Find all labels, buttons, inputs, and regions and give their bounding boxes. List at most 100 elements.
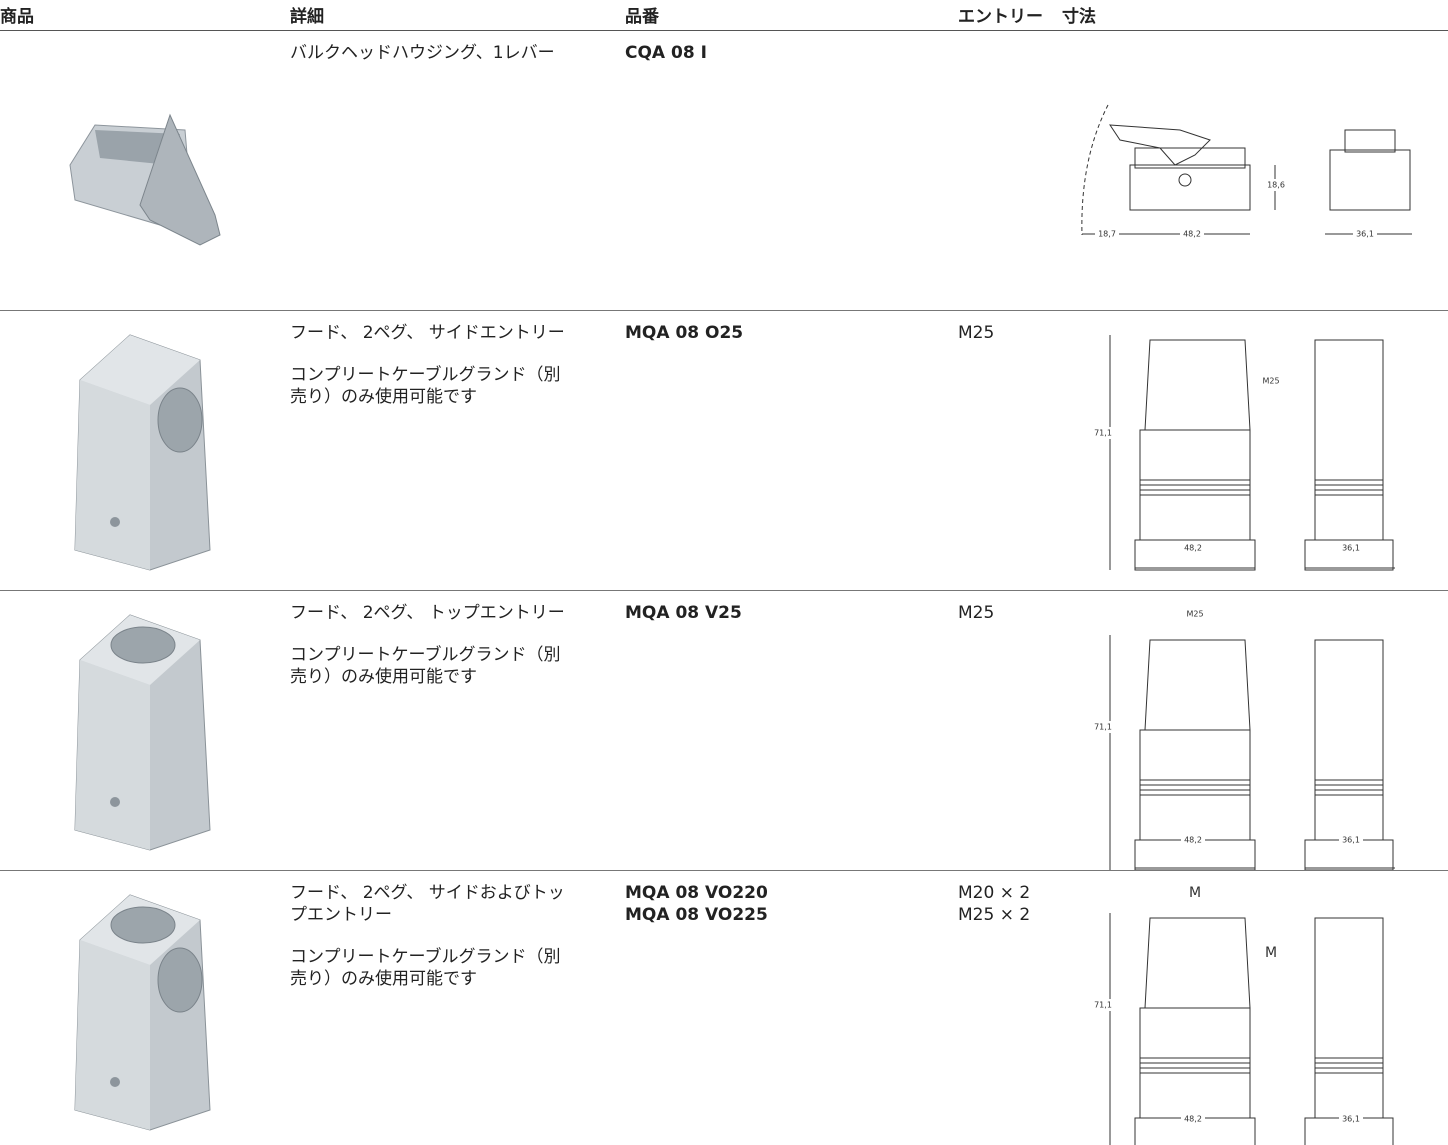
hood-outline	[1144, 917, 1251, 1009]
label-bg	[1259, 375, 1283, 387]
dimension-label: M	[1265, 945, 1277, 961]
drawing-outline	[1344, 129, 1396, 153]
peg	[110, 797, 120, 807]
lever-pin	[1178, 173, 1192, 187]
side-entry	[157, 387, 203, 453]
part-numbers: MQA 08 V25	[625, 602, 742, 624]
part-numbers: MQA 08 VO220 MQA 08 VO225	[625, 882, 768, 926]
dimension-drawing: M25 71,1 48,2 36,1	[1091, 608, 1395, 870]
label-bg	[1353, 228, 1377, 240]
details: フード、 2ペグ、 トップエントリーコンプリートケーブルグランド（別売り）のみ使…	[290, 602, 565, 708]
dimension-label: M25	[1186, 610, 1203, 619]
hood-outline	[1144, 639, 1251, 731]
drawing-outline	[1134, 147, 1246, 169]
label-bg	[1264, 179, 1288, 191]
entries: M20 × 2 M25 × 2	[958, 882, 1030, 926]
label-bg	[1259, 947, 1283, 959]
dimension-label: 36,1	[1356, 230, 1374, 239]
part-number: MQA 08 VO220	[625, 883, 768, 903]
product-image	[74, 614, 211, 851]
dimension-label: 18,6	[1267, 181, 1285, 190]
swing-arc	[1081, 104, 1109, 236]
peg	[110, 1077, 120, 1087]
dimension-label: 48,2	[1184, 836, 1202, 845]
label-bg	[1091, 721, 1115, 733]
drawing-outline	[1129, 164, 1251, 211]
drawing-outline	[1314, 339, 1384, 541]
dimension-label: 36,1	[1342, 836, 1360, 845]
detail-text: コンプリートケーブルグランド（別売り）のみ使用可能です	[290, 947, 561, 989]
column-header: エントリー	[958, 7, 1043, 27]
dimension-label: 36,1	[1342, 544, 1360, 553]
label-bg	[1091, 427, 1115, 439]
part-number: MQA 08 O25	[625, 323, 744, 343]
column-header: 商品	[0, 7, 34, 27]
details: フード、 2ペグ、 サイドエントリー コンプリートケーブルグランド（別売り）のみ使…	[290, 322, 565, 428]
drawing-outline	[1329, 149, 1411, 211]
row-separator	[0, 310, 1448, 311]
dimension-label: 48,2	[1184, 544, 1202, 553]
detail-text: コンプリートケーブルグランド（別売り）のみ使用可能です	[290, 645, 561, 687]
header-line	[0, 30, 1448, 31]
entries: M25	[958, 322, 994, 344]
table-row: フード、 2ペグ、 サイドエントリー コンプリートケーブルグランド（別売り）のみ使…	[0, 310, 1448, 590]
dimension-label: 18,7	[1098, 230, 1116, 239]
detail-text: コンプリートケーブルグランド（別売り）のみ使用可能です	[290, 365, 561, 407]
detail-text: バルクヘッドハウジング、1レバー	[290, 43, 555, 63]
dimension-drawing: M M 71,1 48,2 36,1	[1091, 885, 1394, 1145]
label-bg	[1181, 834, 1205, 846]
hood-outline	[1144, 339, 1251, 431]
entries: M25	[958, 602, 994, 624]
column-header: 品番	[625, 7, 659, 27]
details: バルクヘッドハウジング、1レバー	[290, 42, 565, 84]
label-bg	[1181, 1113, 1205, 1125]
hood-top	[80, 335, 200, 405]
dimension-label: M25	[1262, 377, 1279, 386]
dimension-label: 71,1	[1094, 723, 1112, 732]
entry: M25 × 2	[958, 905, 1031, 925]
table-row: フード、 2ペグ、 サイドおよびトップエントリー コンプリートケーブルグランド（別…	[0, 870, 1448, 1145]
part-number: CQA 08 I	[625, 43, 707, 63]
dimension-label: 71,1	[1094, 1001, 1112, 1010]
side-entry	[157, 947, 203, 1013]
peg	[110, 517, 120, 527]
entry: M25	[958, 603, 995, 623]
dimension-label: 48,2	[1183, 230, 1201, 239]
detail-text: フード、 2ペグ、 サイドおよびトップエントリー	[290, 883, 565, 925]
dimension-label: M	[1189, 885, 1201, 901]
hood-side	[75, 940, 150, 1130]
product-image	[74, 894, 211, 1131]
product-image	[74, 334, 211, 571]
column-header: 寸法	[1062, 7, 1096, 27]
detail-text: フード、 2ペグ、 トップエントリー	[290, 603, 565, 623]
lever	[139, 113, 221, 246]
table-row: フード、 2ペグ、 トップエントリーコンプリートケーブルグランド（別売り）のみ使…	[0, 590, 1448, 870]
hood-side	[75, 660, 150, 850]
product-image	[69, 113, 221, 246]
top-entry	[110, 626, 176, 664]
drawing-outline	[1314, 917, 1384, 1119]
column-header: 詳細	[290, 7, 324, 27]
dimension-drawing: 71,1 M25 48,2 36,1	[1091, 335, 1395, 571]
table-row: バルクヘッドハウジング、1レバー CQA 08 I 18,7 48,2 18,6 36,1	[0, 30, 1448, 310]
dimension-label: 36,1	[1342, 1115, 1360, 1124]
entry: M20 × 2	[958, 883, 1031, 903]
part-number: MQA 08 V25	[625, 603, 742, 623]
top-entry	[110, 906, 176, 944]
dimension-label: 71,1	[1094, 429, 1112, 438]
label-bg	[1339, 542, 1363, 554]
label-bg	[1339, 834, 1363, 846]
dimension-drawing: 18,7 48,2 18,6 36,1	[1081, 104, 1412, 240]
part-numbers: CQA 08 I	[625, 42, 707, 64]
label-bg	[1339, 1113, 1363, 1125]
part-number: MQA 08 VO225	[625, 905, 768, 925]
label-bg	[1091, 999, 1115, 1011]
hood-side	[75, 380, 150, 570]
label-bg	[1181, 542, 1205, 554]
lever-outline	[1109, 124, 1211, 166]
row-separator	[0, 870, 1448, 871]
details: フード、 2ペグ、 サイドおよびトップエントリー コンプリートケーブルグランド（別…	[290, 882, 565, 1010]
label-bg	[1183, 608, 1207, 620]
dimension-label: 48,2	[1184, 1115, 1202, 1124]
